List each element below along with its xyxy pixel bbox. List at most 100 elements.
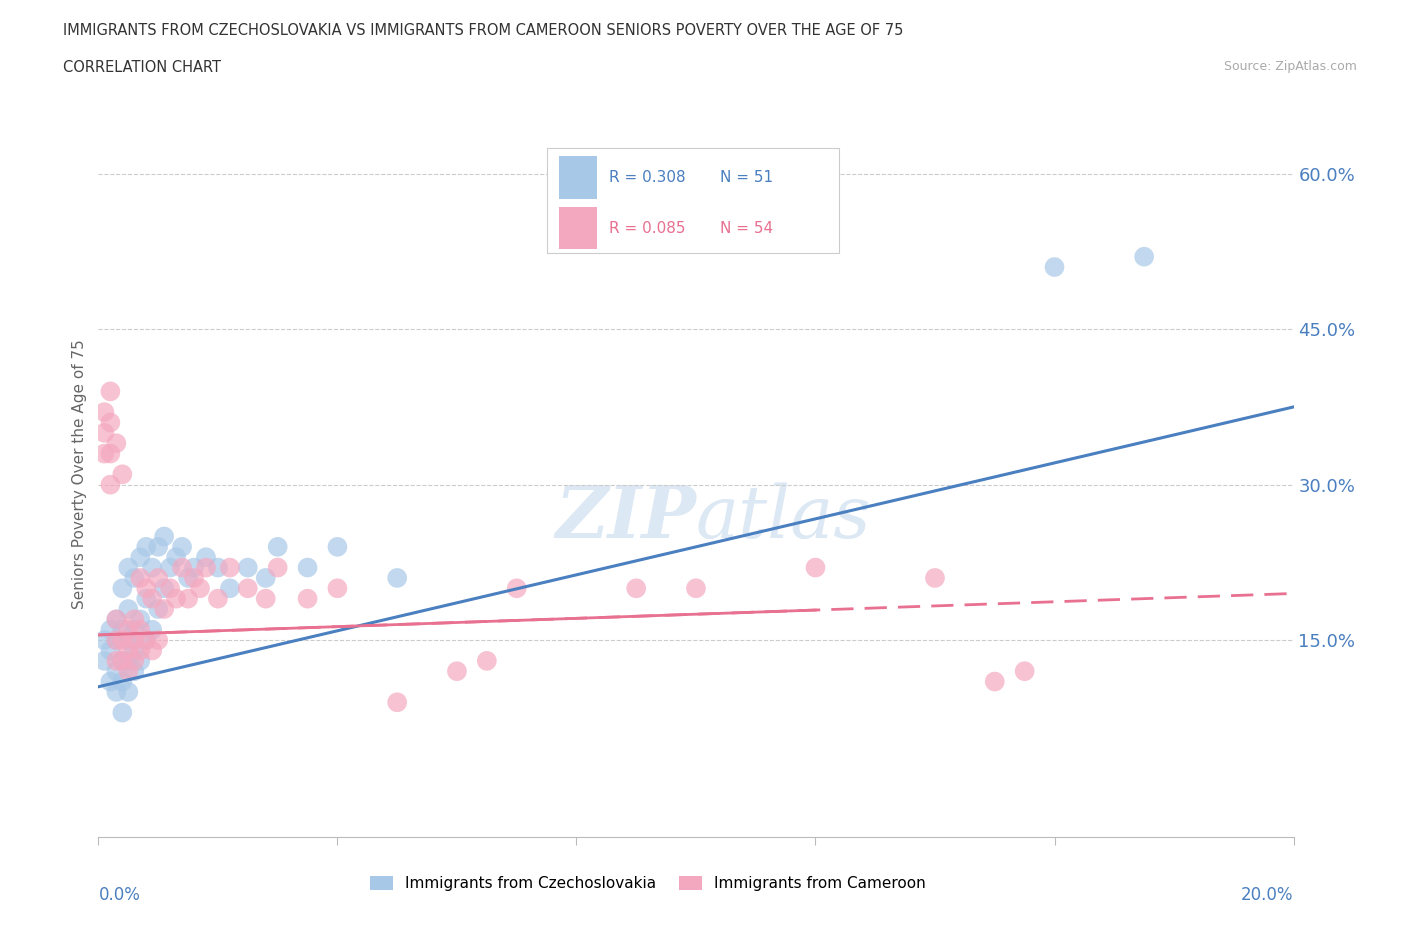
Point [924, 570, 946, 585]
Point [93, 405, 115, 419]
Point [172, 539, 194, 554]
Point [1133, 249, 1156, 264]
Point [129, 570, 152, 585]
Point [135, 632, 157, 647]
Point [188, 581, 211, 596]
Point [135, 632, 157, 647]
Text: N = 54: N = 54 [720, 221, 773, 236]
Point [685, 581, 707, 596]
Point [98, 415, 122, 430]
Point [124, 664, 146, 679]
Point [148, 632, 170, 647]
Point [93, 654, 115, 669]
Text: R = 0.085: R = 0.085 [609, 221, 685, 236]
Text: ZIP: ZIP [555, 483, 696, 553]
Point [111, 674, 134, 689]
Point [385, 695, 409, 710]
Point [111, 705, 134, 720]
Point [124, 612, 146, 627]
Legend: Immigrants from Czechoslovakia, Immigrants from Cameroon: Immigrants from Czechoslovakia, Immigran… [370, 876, 927, 891]
Point [111, 467, 134, 482]
Point [1014, 664, 1036, 679]
Point [124, 654, 146, 669]
Point [165, 591, 187, 606]
Point [105, 684, 128, 699]
Point [135, 591, 157, 606]
FancyBboxPatch shape [547, 148, 839, 253]
Point [219, 581, 242, 596]
Point [207, 591, 229, 606]
Point [111, 654, 134, 669]
Point [159, 560, 181, 575]
Point [135, 539, 157, 554]
Point [297, 591, 319, 606]
Text: Source: ZipAtlas.com: Source: ZipAtlas.com [1223, 60, 1357, 73]
Text: CORRELATION CHART: CORRELATION CHART [63, 60, 221, 75]
Point [129, 612, 152, 627]
Point [297, 560, 319, 575]
Point [111, 581, 134, 596]
Point [148, 602, 170, 617]
Point [183, 570, 205, 585]
Point [117, 622, 139, 637]
Point [111, 632, 134, 647]
Point [207, 560, 229, 575]
Point [148, 539, 170, 554]
Point [117, 684, 139, 699]
Point [254, 570, 277, 585]
Point [111, 622, 134, 637]
Point [105, 632, 128, 647]
Point [98, 384, 122, 399]
Text: 20.0%: 20.0% [1241, 886, 1294, 904]
Point [804, 560, 827, 575]
Point [626, 581, 648, 596]
Point [148, 570, 170, 585]
Point [165, 550, 187, 565]
Point [124, 570, 146, 585]
Point [98, 643, 122, 658]
Point [93, 446, 115, 461]
Point [129, 550, 152, 565]
Point [105, 632, 128, 647]
Point [506, 581, 529, 596]
Text: 0.0%: 0.0% [98, 886, 141, 904]
Point [141, 560, 163, 575]
FancyBboxPatch shape [558, 206, 596, 249]
Point [98, 446, 122, 461]
Point [172, 560, 194, 575]
Point [195, 560, 218, 575]
Point [219, 560, 242, 575]
Point [129, 622, 152, 637]
Point [98, 477, 122, 492]
FancyBboxPatch shape [558, 156, 596, 199]
Point [124, 643, 146, 658]
Point [93, 632, 115, 647]
Point [93, 425, 115, 440]
Text: IMMIGRANTS FROM CZECHOSLOVAKIA VS IMMIGRANTS FROM CAMEROON SENIORS POVERTY OVER : IMMIGRANTS FROM CZECHOSLOVAKIA VS IMMIGR… [63, 23, 904, 38]
Point [117, 560, 139, 575]
Point [177, 570, 200, 585]
Point [446, 664, 468, 679]
Point [111, 654, 134, 669]
Point [177, 591, 200, 606]
Point [98, 674, 122, 689]
Point [153, 602, 176, 617]
Point [135, 581, 157, 596]
Point [141, 643, 163, 658]
Y-axis label: Seniors Poverty Over the Age of 75: Seniors Poverty Over the Age of 75 [72, 339, 87, 609]
Point [183, 560, 205, 575]
Point [236, 581, 259, 596]
Text: R = 0.308: R = 0.308 [609, 170, 685, 185]
Point [124, 632, 146, 647]
Point [105, 436, 128, 451]
Point [129, 643, 152, 658]
Point [159, 581, 181, 596]
Point [984, 674, 1007, 689]
Point [117, 643, 139, 658]
Point [1043, 259, 1066, 274]
Point [385, 570, 409, 585]
Point [105, 612, 128, 627]
Point [326, 581, 349, 596]
Point [117, 654, 139, 669]
Point [326, 539, 349, 554]
